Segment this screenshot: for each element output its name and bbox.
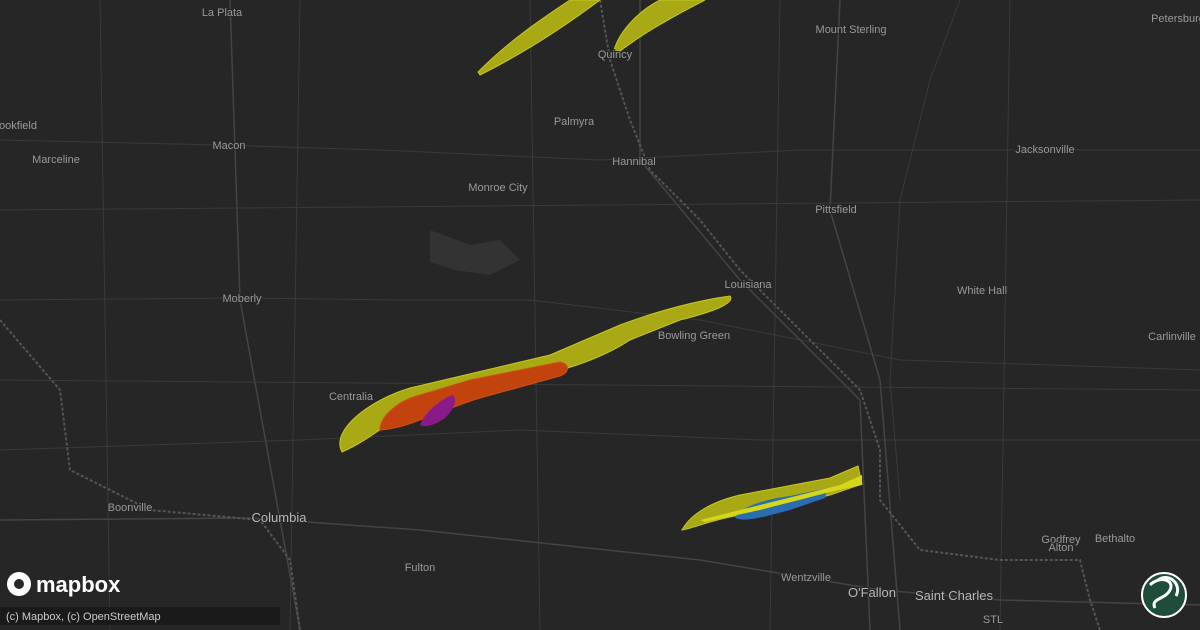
place-label: Macon	[212, 140, 245, 152]
place-label: Quincy	[598, 49, 633, 61]
place-label: Saint Charles	[915, 588, 994, 603]
swath	[613, 0, 706, 56]
place-label: Hannibal	[612, 156, 655, 168]
place-label: Moberly	[222, 293, 262, 305]
place-label: Bethalto	[1095, 533, 1135, 545]
place-label: Boonville	[108, 502, 153, 514]
place-label: Alton	[1048, 542, 1073, 554]
place-label: Palmyra	[554, 116, 595, 128]
place-label: Petersburg	[1151, 13, 1200, 25]
place-label: Jacksonville	[1015, 144, 1074, 156]
swath	[420, 395, 456, 427]
site-logo-icon	[1148, 576, 1179, 609]
site-logo	[1141, 572, 1187, 618]
lake	[430, 230, 520, 275]
place-label: White Hall	[957, 285, 1007, 297]
place-label: La Plata	[202, 7, 243, 19]
place-label: Monroe City	[468, 182, 528, 194]
attribution: (c) Mapbox, (c) OpenStreetMap	[6, 611, 161, 623]
place-label: Fulton	[405, 562, 436, 574]
warning-swaths	[339, 0, 863, 531]
place-label: Wentzville	[781, 572, 831, 584]
swath	[700, 475, 862, 522]
place-label: STL	[983, 614, 1003, 626]
place-label: Mount Sterling	[816, 24, 887, 36]
place-label: O'Fallon	[848, 585, 896, 600]
mapbox-logo: mapbox	[7, 572, 121, 597]
place-label: Bowling Green	[658, 330, 730, 342]
place-label: Godfrey	[1041, 534, 1081, 546]
attribution-background	[0, 607, 280, 625]
place-label: Pittsfield	[815, 204, 857, 216]
place-label: Marceline	[32, 154, 80, 166]
place-label: ookfield	[0, 120, 37, 132]
place-label: Carlinville	[1148, 331, 1196, 343]
swath	[477, 0, 601, 76]
place-label: Centralia	[329, 391, 374, 403]
place-labels: La Plata Quincy Mount Sterling Petersbur…	[0, 6, 1200, 627]
place-label: Louisiana	[724, 279, 772, 291]
logo-text: mapbox	[36, 572, 121, 597]
logo-icon	[14, 579, 24, 589]
place-label: Columbia	[252, 510, 308, 525]
rivers	[0, 0, 1101, 630]
swath	[379, 361, 568, 431]
